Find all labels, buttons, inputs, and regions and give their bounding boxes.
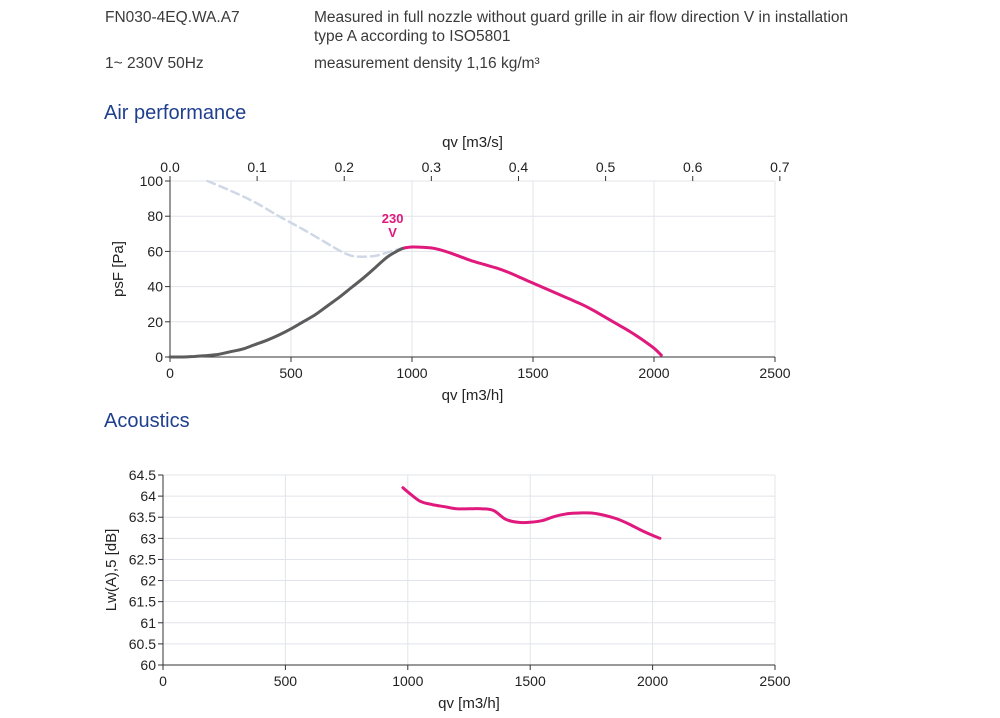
chart1-annotation-line2: V: [388, 225, 397, 240]
chart2-y-tick-label: 64.5: [129, 467, 156, 483]
chart1-x2-tick-label: 0.5: [596, 159, 616, 175]
chart1-x-tick-label: 1000: [396, 365, 427, 381]
chart1-annotation-line1: 230: [382, 211, 404, 226]
chart2-y-tick-label: 60: [140, 657, 156, 673]
chart1-x2-tick-label: 0.1: [247, 159, 267, 175]
chart2-y-tick-label: 61: [140, 615, 156, 631]
chart1-x2-tick-label: 0.7: [770, 159, 790, 175]
supply-label: 1~ 230V 50Hz: [105, 55, 204, 72]
chart1-x-tick-label: 500: [279, 365, 303, 381]
chart2-x-tick-label: 0: [159, 673, 167, 689]
chart1-series-solid-accent-line: [403, 245, 663, 357]
chart2-x-axis-title: qv [m3/h]: [438, 695, 500, 712]
chart2-y-tick-label: 61.5: [129, 594, 156, 610]
chart1-x-tick-label: 2000: [638, 365, 669, 381]
chart1-y-axis-title: psF [Pa]: [110, 241, 127, 297]
chart2-x-tick-label: 500: [274, 673, 298, 689]
model-label: FN030-4EQ.WA.A7: [105, 9, 240, 26]
chart1-x2-tick-label: 0.6: [683, 159, 703, 175]
chart1-x2-axis-title: qv [m3/s]: [442, 134, 503, 151]
chart1-x-tick-label: 2500: [759, 365, 790, 381]
chart1-x2-tick-label: 0.2: [335, 159, 355, 175]
chart2-x-tick-label: 1500: [515, 673, 546, 689]
chart1-x-tick-label: 1500: [517, 365, 548, 381]
density-label: measurement density 1,16 kg/m³: [314, 55, 540, 72]
measure-line-1: Measured in full nozzle without guard gr…: [314, 9, 849, 26]
chart1-y-tick-label: 20: [147, 314, 163, 330]
chart2-y-axis-title: Lw(A),5 [dB]: [103, 529, 120, 612]
chart1-x2-tick-label: 0.4: [509, 159, 529, 175]
chart2-y-tick-label: 62: [140, 573, 156, 589]
chart1-x-axis-title: qv [m3/h]: [442, 387, 504, 404]
chart1-y-tick-label: 0: [155, 349, 163, 365]
chart1-y-tick-label: 40: [147, 279, 163, 295]
chart2-y-tick-label: 63.5: [129, 509, 156, 525]
chart1-series-solid-grey-line: [168, 246, 407, 359]
chart1-x-tick-label: 0: [166, 365, 174, 381]
air-performance-title: Air performance: [104, 102, 247, 124]
chart2-y-tick-label: 63: [140, 530, 156, 546]
acoustics-title: Acoustics: [104, 410, 190, 432]
chart1-y-tick-label: 80: [147, 208, 163, 224]
chart2-x-tick-label: 2000: [637, 673, 668, 689]
chart2-y-tick-label: 60.5: [129, 636, 156, 652]
chart1-series-dashed-line: [206, 179, 406, 258]
measure-line-2: type A according to ISO5801: [314, 28, 511, 45]
chart2-x-tick-label: 1000: [392, 673, 423, 689]
chart1-x2-tick-label: 0.3: [422, 159, 442, 175]
chart2-y-tick-label: 64: [140, 488, 156, 504]
chart2-y-tick-label: 62.5: [129, 551, 156, 567]
chart1-y-tick-label: 100: [140, 173, 164, 189]
chart1-y-tick-label: 60: [147, 243, 163, 259]
chart2-series-solid-accent-line: [401, 486, 662, 540]
chart2-x-tick-label: 2500: [759, 673, 790, 689]
chart1-x2-tick-label: 0.0: [160, 159, 180, 175]
